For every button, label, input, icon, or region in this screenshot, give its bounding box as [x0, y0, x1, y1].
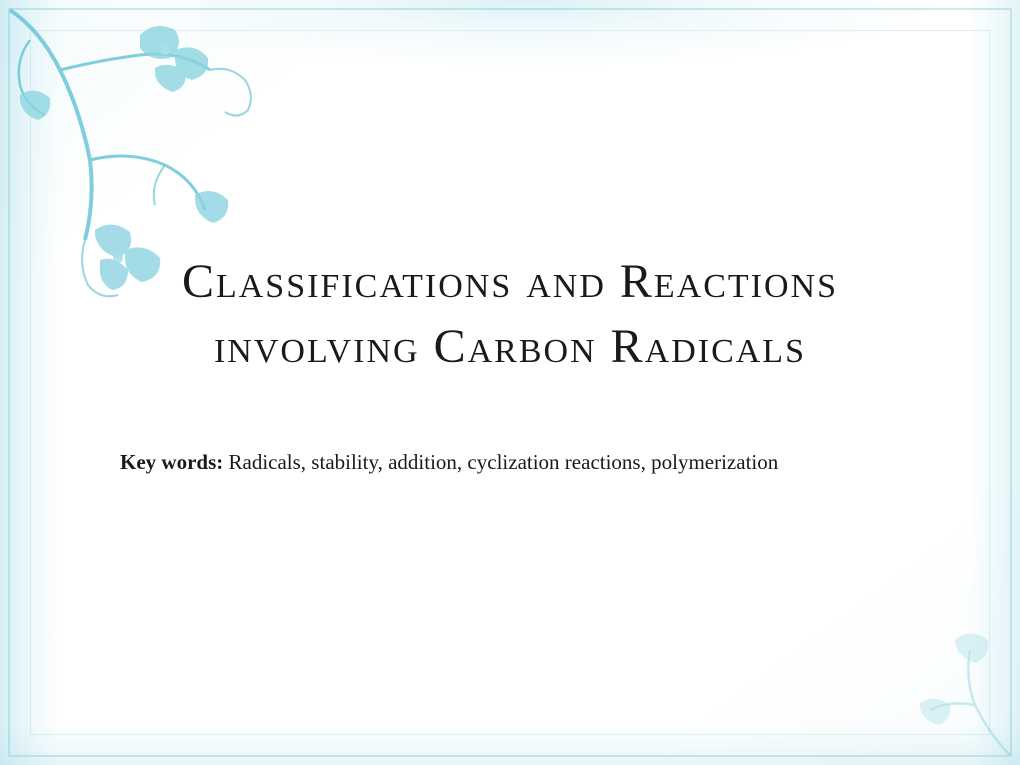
keywords-label: Key words: — [120, 450, 223, 474]
slide-title: Classifications and Reactions involving … — [100, 250, 920, 380]
keywords-line: Key words: Radicals, stability, addition… — [100, 450, 778, 475]
slide-content: Classifications and Reactions involving … — [0, 0, 1020, 765]
slide-container: Classifications and Reactions involving … — [0, 0, 1020, 765]
keywords-text: Radicals, stability, addition, cyclizati… — [223, 450, 778, 474]
